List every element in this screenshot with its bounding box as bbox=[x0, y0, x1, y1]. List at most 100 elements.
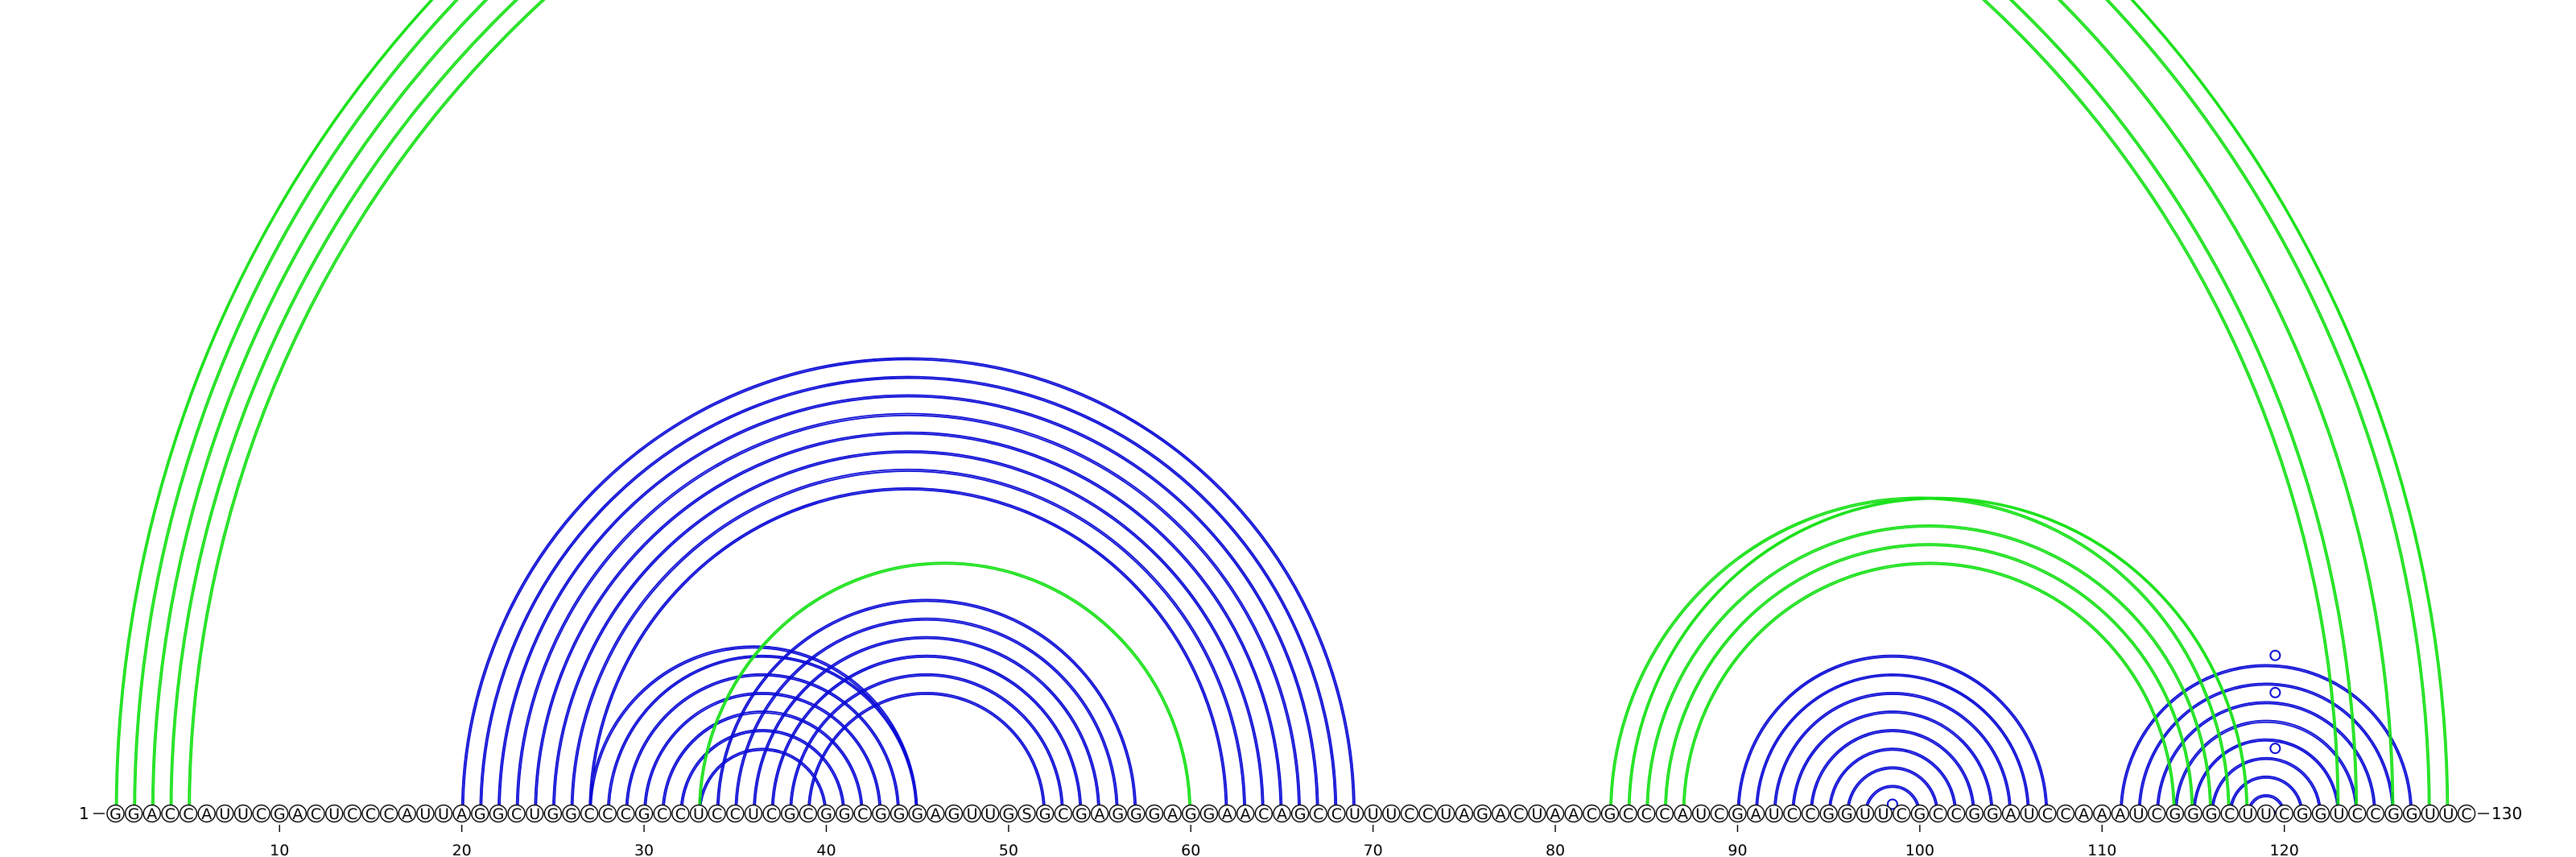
blue-arc-114-124 bbox=[2174, 719, 2359, 814]
nucleotide-letter: A bbox=[402, 805, 412, 823]
nucleotide-17: A bbox=[398, 804, 416, 823]
nucleotide-letter: G bbox=[1203, 805, 1216, 823]
tick-label-70: 70 bbox=[1364, 842, 1383, 857]
blue-arc-24-65 bbox=[535, 433, 1282, 814]
green-arc-4-124 bbox=[171, 0, 2357, 814]
nucleotide-letter: G bbox=[1732, 805, 1744, 823]
tick-label-60: 60 bbox=[1181, 842, 1200, 857]
blue-arc-25-64 bbox=[551, 449, 1265, 814]
nucleotide-circle bbox=[2129, 804, 2148, 823]
nucleotide-57: G bbox=[1127, 804, 1146, 823]
nucleotide-letter: C bbox=[256, 805, 266, 823]
nucleotide-letter: U bbox=[2425, 805, 2436, 823]
nucleotide-letter: G bbox=[1476, 805, 1488, 823]
nucleotide-letter: U bbox=[2133, 805, 2145, 823]
nucleotide-letter: C bbox=[347, 805, 357, 823]
blue-arc-24-65 bbox=[534, 431, 1283, 814]
nucleotide-letter: G bbox=[1841, 805, 1853, 823]
nucleotide-letter: C bbox=[730, 805, 741, 823]
nucleotide-circle bbox=[2056, 804, 2075, 823]
nucleotide-circle bbox=[1801, 804, 1820, 823]
nucleotide-letter: U bbox=[419, 805, 431, 823]
nucleotide-letter: C bbox=[383, 805, 394, 823]
nucleotide-11: A bbox=[288, 804, 308, 823]
nucleotide-20: A bbox=[452, 804, 471, 823]
nucleotide-letter: C bbox=[2042, 805, 2053, 823]
nucleotide-circle bbox=[2165, 804, 2185, 823]
nucleotide-71: U bbox=[1382, 804, 1401, 823]
green-arc-86-115 bbox=[1664, 543, 2194, 814]
nucleotide-circle bbox=[671, 804, 690, 823]
nucleotide-14: C bbox=[343, 804, 362, 823]
nucleotide-3: A bbox=[142, 804, 161, 823]
nucleotide-circle bbox=[1838, 804, 1856, 823]
blue-arc-26-63 bbox=[570, 468, 1247, 814]
nucleotide-119: U bbox=[2256, 804, 2276, 823]
blue-arc-29-44 bbox=[625, 673, 900, 814]
nucleotide-letter: C bbox=[2224, 805, 2235, 823]
nucleotide-93: C bbox=[1783, 804, 1802, 823]
nucleotide-circle bbox=[1691, 804, 1711, 823]
nucleotide-circle bbox=[2457, 804, 2476, 823]
nucleotide-letter: C bbox=[675, 805, 686, 823]
blue-arc-20-69 bbox=[462, 358, 1354, 814]
nucleotide-74: U bbox=[1437, 804, 1455, 823]
nucleotide-35: C bbox=[726, 804, 745, 823]
nucleotide-circle bbox=[307, 804, 325, 823]
nucleotide-2: G bbox=[124, 804, 143, 823]
blue-arc-25-64 bbox=[553, 451, 1263, 814]
nucleotide-78: C bbox=[1509, 804, 1528, 823]
nucleotide-circle bbox=[562, 804, 580, 823]
nucleotide-letter: G bbox=[911, 805, 923, 823]
nucleotide-50: G bbox=[999, 804, 1018, 823]
nucleotide-88: U bbox=[1691, 804, 1711, 823]
nucleotide-letter: A bbox=[1277, 805, 1287, 823]
nucleotide-55: A bbox=[1090, 804, 1109, 823]
tick-label-100: 100 bbox=[1905, 842, 1934, 857]
nucleotide-circle bbox=[1437, 804, 1455, 823]
nucleotide-114: G bbox=[2165, 804, 2185, 823]
nucleotide-41: G bbox=[835, 804, 854, 823]
nucleotide-circle bbox=[1309, 804, 1327, 823]
nucleotide-circle bbox=[1910, 804, 1930, 823]
nucleotide-letter: C bbox=[1404, 805, 1414, 823]
nucleotide-letter: C bbox=[511, 805, 522, 823]
nucleotide-circle bbox=[434, 804, 453, 823]
nucleotide-circle bbox=[1637, 804, 1656, 823]
nucleotide-circle bbox=[799, 804, 818, 823]
nucleotide-16: C bbox=[379, 804, 398, 823]
nucleotide-circle bbox=[2275, 804, 2293, 823]
nucleotide-circle bbox=[981, 804, 1000, 823]
nucleotide-circle bbox=[1473, 804, 1492, 823]
arcs-layer bbox=[114, 0, 2450, 814]
blue-arc-34-57 bbox=[716, 598, 1137, 814]
nucleotide-56: G bbox=[1108, 804, 1127, 823]
nucleotide-36: U bbox=[744, 804, 763, 823]
nucleotide-75: A bbox=[1455, 804, 1474, 823]
nucleotide-circle bbox=[890, 804, 909, 823]
blue-arc-27-62 bbox=[590, 489, 1227, 814]
nucleotide-letter: C bbox=[1714, 805, 1724, 823]
nucleotide-letter: G bbox=[1075, 805, 1088, 823]
blue-arc-114-124 bbox=[2175, 721, 2357, 814]
nucleotide-circle bbox=[288, 804, 308, 823]
nucleotide-circle bbox=[689, 804, 708, 823]
nucleotide-47: G bbox=[944, 804, 964, 823]
nucleotide-46: A bbox=[927, 804, 945, 823]
nucleotide-letter: A bbox=[1241, 805, 1251, 823]
nucleotide-circle bbox=[653, 804, 671, 823]
green-arc-4-124 bbox=[169, 0, 2359, 814]
blue-arc-27-45 bbox=[588, 645, 919, 814]
nucleotide-letter: U bbox=[1349, 805, 1360, 823]
nucleotide-letter: G bbox=[474, 805, 486, 823]
nucleotide-77: A bbox=[1491, 804, 1510, 823]
nucleotide-115: G bbox=[2184, 804, 2202, 823]
green-arc-2-128 bbox=[133, 0, 2431, 814]
tick-label-50: 50 bbox=[999, 842, 1018, 857]
nucleotide-129: U bbox=[2439, 804, 2458, 823]
nucleotide-circle bbox=[598, 804, 617, 823]
nucleotide-letter: C bbox=[1641, 805, 1652, 823]
nucleotide-circle bbox=[2020, 804, 2038, 823]
nucleotide-circle bbox=[2348, 804, 2367, 823]
